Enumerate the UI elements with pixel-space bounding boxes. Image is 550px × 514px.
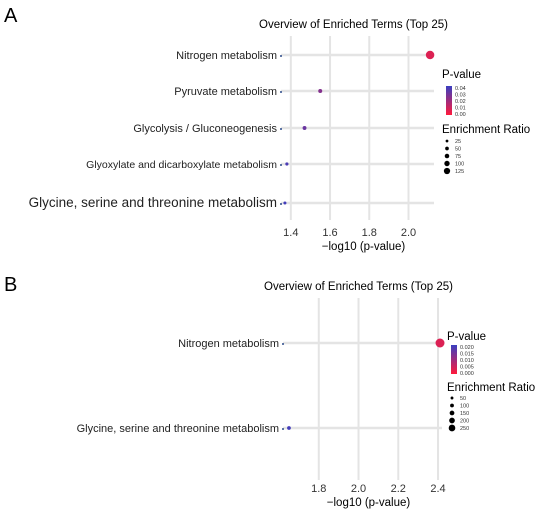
- x-tick-label: 2.0: [401, 227, 416, 239]
- size-legend-tick: 200: [460, 419, 469, 425]
- term-label: Nitrogen metabolism: [176, 50, 277, 62]
- x-tick-label: 1.8: [362, 227, 377, 239]
- size-legend-dot: [449, 410, 455, 416]
- y-tick-mark: [280, 128, 282, 130]
- size-legend-tick: 250: [460, 426, 469, 432]
- y-tick-mark: [280, 55, 282, 57]
- size-legend-dot: [450, 396, 454, 400]
- data-point: [285, 162, 289, 166]
- size-legend-dot: [444, 153, 450, 159]
- color-legend-tick: 0.01: [455, 106, 466, 112]
- size-legend-tick: 100: [455, 162, 464, 168]
- size-legend-tick: 125: [455, 169, 464, 175]
- size-legend-dot: [443, 167, 451, 175]
- color-legend-tick: 0.010: [460, 358, 474, 364]
- x-axis-label-b: −log10 (p-value): [327, 497, 411, 509]
- color-legend-title: P-value: [447, 331, 486, 343]
- plot-area-b: [283, 298, 442, 480]
- color-legend-bar: [451, 345, 457, 374]
- term-label: Glycine, serine and threonine metabolism: [77, 423, 279, 435]
- x-tick-label: 2.2: [391, 483, 406, 495]
- color-legend-tick: 0.020: [460, 345, 474, 351]
- size-legend-dot: [449, 417, 455, 424]
- term-label: Glycolysis / Gluconeogenesis: [133, 123, 277, 135]
- chart-title-b: Overview of Enriched Terms (Top 25): [264, 281, 453, 293]
- size-legend-dot: [445, 139, 449, 143]
- color-legend-tick: 0.03: [455, 93, 466, 99]
- term-label: Nitrogen metabolism: [178, 338, 279, 350]
- size-legend-tick: 150: [460, 411, 469, 417]
- color-legend-tick: 0.000: [460, 371, 474, 377]
- y-tick-mark: [282, 428, 284, 430]
- data-point: [318, 89, 323, 93]
- panel-letter-b: B: [4, 274, 17, 296]
- size-legend-dot: [450, 403, 454, 408]
- data-point: [435, 338, 445, 348]
- data-point: [283, 201, 287, 205]
- chart-title-a: Overview of Enriched Terms (Top 25): [259, 19, 448, 31]
- color-legend-tick: 0.00: [455, 112, 466, 118]
- y-tick-mark: [282, 343, 284, 345]
- x-tick-label: 1.6: [322, 227, 337, 239]
- y-tick-mark: [280, 203, 282, 205]
- size-legend-dot: [445, 146, 449, 151]
- data-point: [425, 50, 435, 60]
- size-legend-title: Enrichment Ratio: [447, 382, 535, 394]
- panel-b-chart: Overview of Enriched Terms (Top 25) 1.8 2.…: [77, 281, 536, 509]
- color-legend-tick: 0.005: [460, 365, 474, 371]
- color-legend-bar: [446, 86, 452, 115]
- size-legend-tick: 25: [455, 139, 461, 145]
- color-legend-title: P-value: [442, 69, 481, 81]
- y-tick-mark: [280, 91, 282, 93]
- size-legend-title: Enrichment Ratio: [442, 124, 530, 136]
- x-tick-label: 2.4: [430, 483, 445, 495]
- color-legend-tick: 0.015: [460, 352, 474, 358]
- term-label: Glycine, serine and threonine metabolism: [29, 195, 277, 210]
- data-point: [302, 126, 307, 130]
- size-legend-dot: [444, 160, 450, 167]
- panel-letter-a: A: [4, 5, 18, 27]
- y-tick-mark: [280, 164, 282, 166]
- size-legend-tick: 100: [460, 404, 469, 410]
- color-legend-tick: 0.02: [455, 99, 466, 105]
- term-label: Pyruvate metabolism: [174, 86, 277, 98]
- x-tick-label: 1.8: [311, 483, 326, 495]
- x-tick-label: 2.0: [351, 483, 366, 495]
- x-axis-label-a: −log10 (p-value): [322, 241, 406, 253]
- size-legend-tick: 75: [455, 154, 461, 160]
- term-label: Glyoxylate and dicarboxylate metabolism: [86, 159, 277, 171]
- color-legend-tick: 0.04: [455, 86, 466, 92]
- size-legend-dot: [448, 424, 456, 432]
- size-legend-tick: 50: [460, 396, 466, 402]
- data-point: [287, 426, 291, 430]
- panel-a-chart: Overview of Enriched Terms (Top 25) 1.4 1.…: [29, 19, 531, 253]
- x-tick-label: 1.4: [283, 227, 298, 239]
- size-legend-tick: 50: [455, 147, 461, 153]
